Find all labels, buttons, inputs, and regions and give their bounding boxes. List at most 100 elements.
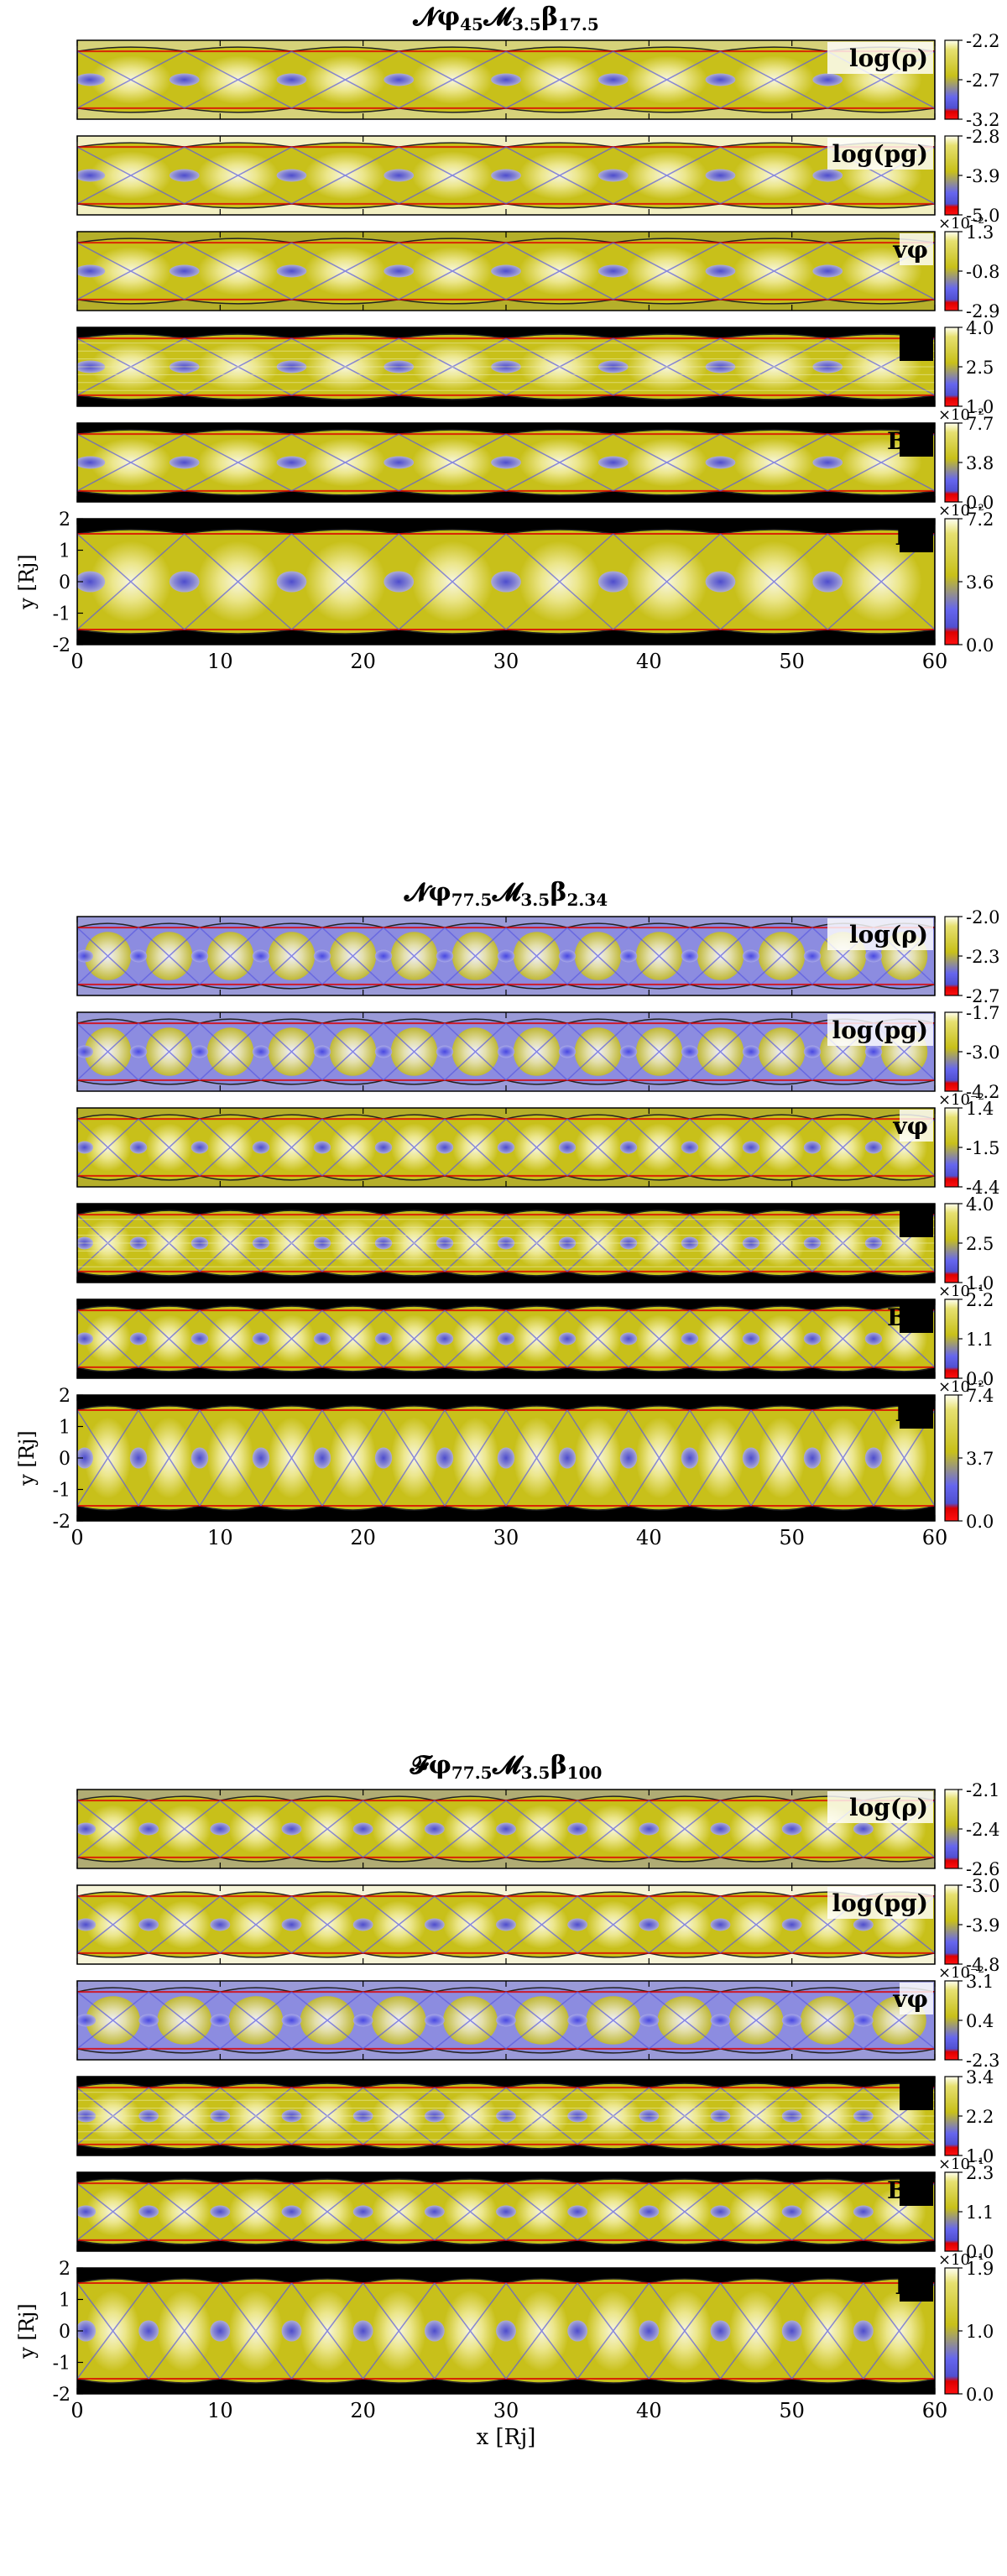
variable-label: Γ bbox=[911, 1208, 928, 1236]
shock-node bbox=[812, 456, 843, 469]
shock-node bbox=[497, 1332, 515, 1345]
variable-label: Γ bbox=[911, 332, 928, 359]
colorbar-multiplier: ×10⁻² bbox=[938, 215, 984, 233]
variable-label-bg bbox=[900, 1205, 933, 1237]
colorbar-tick-label: 4.0 bbox=[966, 318, 994, 338]
shock-node bbox=[169, 456, 200, 469]
shock-node bbox=[639, 1918, 660, 1931]
shock-node bbox=[374, 1045, 393, 1058]
colorbar-tick-label: -2.1 bbox=[966, 1780, 1000, 1800]
shock-node bbox=[424, 2205, 445, 2218]
y-axis-label: y [Rj] bbox=[15, 2303, 39, 2359]
shock-node bbox=[491, 169, 521, 182]
shock-node bbox=[252, 1332, 270, 1345]
shock-node bbox=[710, 2205, 731, 2218]
shock-node bbox=[210, 2205, 231, 2218]
shock-node bbox=[383, 169, 415, 182]
colorbar bbox=[944, 916, 959, 996]
colorbar-tick-label: 1.3 bbox=[966, 222, 994, 243]
shock-node bbox=[597, 571, 629, 593]
shock-node bbox=[619, 1141, 638, 1154]
chart-title: 𝓝φ77.5 𝓜3.5 β2.34 bbox=[404, 878, 608, 910]
shock-node bbox=[639, 2014, 660, 2027]
shock-node bbox=[138, 1822, 159, 1836]
colorbar-tick-label: 1.0 bbox=[966, 1273, 994, 1293]
shock-node bbox=[77, 2320, 97, 2342]
chart-block-2: 𝓝φ77.5 𝓜3.5 β2.34 log(ρ)-2.0-2.3-2.7log(… bbox=[15, 878, 1000, 1549]
colorbar bbox=[944, 327, 959, 407]
shock-node bbox=[276, 264, 307, 278]
shock-node bbox=[781, 2014, 802, 2027]
shock-node bbox=[313, 1447, 331, 1469]
panel-2: log(pg) -2.8 -3.9 -5.0 bbox=[76, 127, 1000, 226]
colorbar-tick-label: -2.7 bbox=[966, 71, 1000, 91]
shock-node bbox=[138, 1918, 159, 1931]
variable-label-bg bbox=[827, 1887, 933, 1919]
shock-node bbox=[639, 2205, 660, 2218]
panel-4: Γ 3.4 2.2 1.0 bbox=[76, 2067, 994, 2166]
variable-label: log(pg) bbox=[832, 1016, 928, 1044]
variable-label: log(ρ) bbox=[849, 921, 928, 948]
shock-node bbox=[853, 1918, 874, 1931]
shock-node bbox=[424, 2320, 445, 2342]
shock-node bbox=[496, 2205, 516, 2218]
shock-node bbox=[742, 949, 760, 963]
x-tick-label: 20 bbox=[350, 650, 376, 673]
shock-node bbox=[491, 456, 521, 469]
panel-3: vφ 1.4 -1.5 -4.4 ×10⁻² bbox=[76, 1091, 1000, 1198]
colorbar-multiplier: ×10⁻² bbox=[938, 1091, 984, 1109]
colorbar-multiplier: ×10⁻¹ bbox=[938, 2251, 984, 2269]
shock-node bbox=[276, 169, 307, 182]
chart-title: 𝓕φ77.5 𝓜3.5 β100 bbox=[410, 1751, 603, 1783]
variable-label-bg bbox=[900, 425, 933, 457]
shock-node bbox=[558, 949, 577, 963]
y-tick-label: 1 bbox=[59, 1418, 70, 1439]
colorbar bbox=[944, 2171, 959, 2252]
shock-node bbox=[374, 1332, 393, 1345]
shock-node bbox=[567, 2014, 588, 2027]
shock-node bbox=[138, 2205, 159, 2218]
shock-node bbox=[497, 949, 515, 963]
shock-node bbox=[853, 2014, 874, 2027]
shock-node bbox=[558, 1447, 577, 1469]
shock-node bbox=[129, 1447, 148, 1469]
x-tick-label: 20 bbox=[350, 1526, 376, 1549]
y-tick-label: 1 bbox=[59, 2291, 70, 2312]
colorbar-tick-label: 1.0 bbox=[966, 397, 994, 417]
shock-node bbox=[190, 949, 209, 963]
shock-node bbox=[169, 169, 200, 182]
shock-node bbox=[567, 2205, 588, 2218]
colorbar-tick-label: -3.9 bbox=[966, 1915, 1000, 1936]
y-tick-label: -2 bbox=[53, 2385, 70, 2406]
x-tick-label: 10 bbox=[207, 650, 233, 673]
colorbar-tick-label: -2.9 bbox=[966, 301, 1000, 321]
shock-node bbox=[781, 2320, 802, 2342]
panel-5: Bφ 2.2 1.1 0.0 ×10⁻¹ bbox=[76, 1283, 994, 1389]
shock-node bbox=[77, 571, 106, 593]
shock-node bbox=[77, 1045, 93, 1058]
shock-node bbox=[781, 1822, 802, 1836]
shock-node bbox=[812, 73, 843, 86]
shock-node bbox=[864, 1447, 883, 1469]
shock-node bbox=[169, 73, 200, 86]
shock-node bbox=[436, 1045, 454, 1058]
shock-node bbox=[129, 949, 148, 963]
colorbar bbox=[944, 1298, 959, 1379]
shock-node bbox=[352, 1918, 373, 1931]
colorbar-tick-label: -1.7 bbox=[966, 1003, 1000, 1023]
variable-label-bg bbox=[900, 233, 933, 265]
x-tick-label: 0 bbox=[70, 650, 83, 673]
shock-node bbox=[138, 2320, 159, 2342]
shock-node bbox=[742, 1447, 760, 1469]
shock-node bbox=[352, 2205, 373, 2218]
colorbar-tick-label: 2.5 bbox=[966, 1234, 994, 1254]
shock-node bbox=[190, 1447, 209, 1469]
colorbar-tick-label: 2.2 bbox=[966, 2107, 994, 2127]
variable-label: log(ρ) bbox=[849, 44, 928, 72]
panel-1: log(ρ) -2.0 -2.3 -2.7 bbox=[76, 907, 1000, 1006]
variable-label-bg bbox=[900, 520, 933, 552]
shock-node bbox=[436, 1447, 454, 1469]
shock-node bbox=[864, 1332, 883, 1345]
panel-1: log(ρ) -2.1 -2.4 -2.6 bbox=[76, 1780, 1000, 1879]
colorbar bbox=[944, 1789, 959, 1869]
